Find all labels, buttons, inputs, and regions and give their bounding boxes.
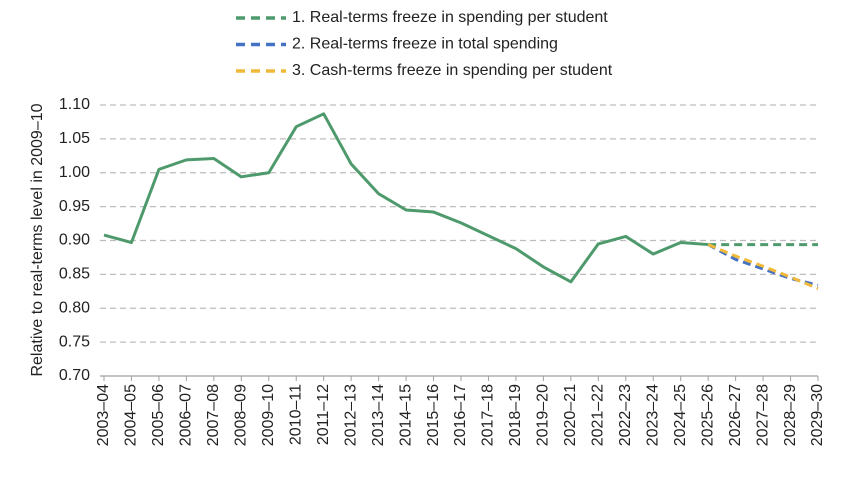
x-tick-label: 2009–10 xyxy=(260,384,277,446)
y-tick-label: 0.70 xyxy=(59,367,90,384)
x-tick-label: 2010–11 xyxy=(287,384,304,445)
legend-label: 1. Real-terms freeze in spending per stu… xyxy=(292,9,608,26)
x-tick-label: 2028–29 xyxy=(782,384,799,446)
x-tick-label: 2007–08 xyxy=(205,384,222,446)
y-tick-label: 0.80 xyxy=(59,299,90,316)
y-axis-label: Relative to real-terms level in 2009–10 xyxy=(29,103,46,376)
x-tick-label: 2019–20 xyxy=(535,384,552,446)
y-tick-label: 0.95 xyxy=(59,198,90,215)
x-tick-label: 2011–12 xyxy=(315,384,332,445)
x-tick-label: 2012–13 xyxy=(342,384,359,446)
x-tick-label: 2017–18 xyxy=(480,384,497,446)
x-tick-label: 2014–15 xyxy=(397,384,414,446)
x-tick-label: 2016–17 xyxy=(452,384,469,446)
y-tick-label: 1.10 xyxy=(59,96,90,113)
legend-label: 3. Cash-terms freeze in spending per stu… xyxy=(292,62,613,79)
data-line xyxy=(103,112,709,284)
projection-line xyxy=(707,243,819,290)
y-tick-label: 0.75 xyxy=(59,333,90,350)
x-tick-label: 2021–22 xyxy=(590,384,607,446)
x-tick-label: 2006–07 xyxy=(178,384,195,446)
x-tick-label: 2022–23 xyxy=(617,384,634,446)
y-tick-label: 1.05 xyxy=(59,130,90,147)
x-tick-label: 2024–25 xyxy=(672,384,689,446)
x-tick-label: 2023–24 xyxy=(644,384,661,446)
x-tick-label: 2005–06 xyxy=(150,384,167,446)
x-tick-label: 2003–04 xyxy=(95,384,112,446)
x-tick-label: 2027–28 xyxy=(754,384,771,446)
x-tick-label: 2026–27 xyxy=(727,384,744,446)
x-tick-label: 2015–16 xyxy=(425,384,442,446)
y-tick-label: 1.00 xyxy=(59,164,90,181)
x-tick-label: 2020–21 xyxy=(562,384,579,446)
x-tick-label: 2008–09 xyxy=(233,384,250,446)
x-tick-label: 2018–19 xyxy=(507,384,524,446)
y-tick-label: 0.90 xyxy=(59,232,90,249)
x-tick-label: 2013–14 xyxy=(370,384,387,446)
x-tick-label: 2004–05 xyxy=(123,384,140,446)
legend-label: 2. Real-terms freeze in total spending xyxy=(292,36,558,53)
x-tick-label: 2025–26 xyxy=(699,384,716,446)
x-tick-label: 2029–30 xyxy=(809,384,826,446)
y-tick-label: 0.85 xyxy=(59,266,90,283)
